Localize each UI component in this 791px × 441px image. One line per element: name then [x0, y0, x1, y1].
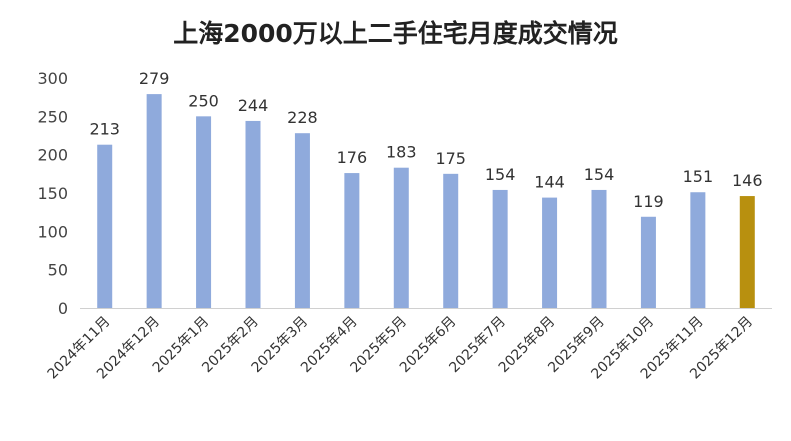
y-tick-label: 50 [48, 261, 68, 280]
bar [739, 196, 755, 308]
y-tick-label: 300 [37, 69, 68, 88]
data-label: 175 [435, 149, 466, 168]
bar [640, 216, 656, 308]
y-tick-label: 0 [58, 299, 68, 318]
chart-title: 上海2000万以上二手住宅月度成交情况 [173, 19, 618, 48]
data-label: 244 [238, 96, 269, 115]
y-tick-label: 200 [37, 146, 68, 165]
bar [146, 94, 162, 308]
data-label: 144 [534, 173, 565, 192]
data-label: 183 [386, 143, 417, 162]
data-label: 213 [89, 120, 120, 139]
bar [393, 167, 409, 308]
data-label: 119 [633, 192, 664, 211]
bar [542, 197, 558, 308]
data-label: 146 [732, 171, 763, 190]
y-tick-label: 250 [37, 107, 68, 126]
bar [97, 144, 113, 308]
data-label: 228 [287, 108, 318, 127]
data-label: 279 [139, 69, 170, 88]
y-tick-label: 150 [37, 184, 68, 203]
bar [443, 173, 459, 308]
data-label: 176 [337, 148, 368, 167]
data-label: 250 [188, 91, 219, 110]
bar [492, 189, 508, 308]
y-tick-label: 100 [37, 222, 68, 241]
bar [196, 116, 212, 308]
data-label: 154 [584, 165, 615, 184]
data-label: 154 [485, 165, 516, 184]
bar [245, 120, 261, 308]
data-label: 151 [683, 167, 714, 186]
bar [294, 133, 310, 308]
bar [591, 189, 607, 308]
bar [344, 173, 360, 308]
bar [690, 192, 706, 308]
